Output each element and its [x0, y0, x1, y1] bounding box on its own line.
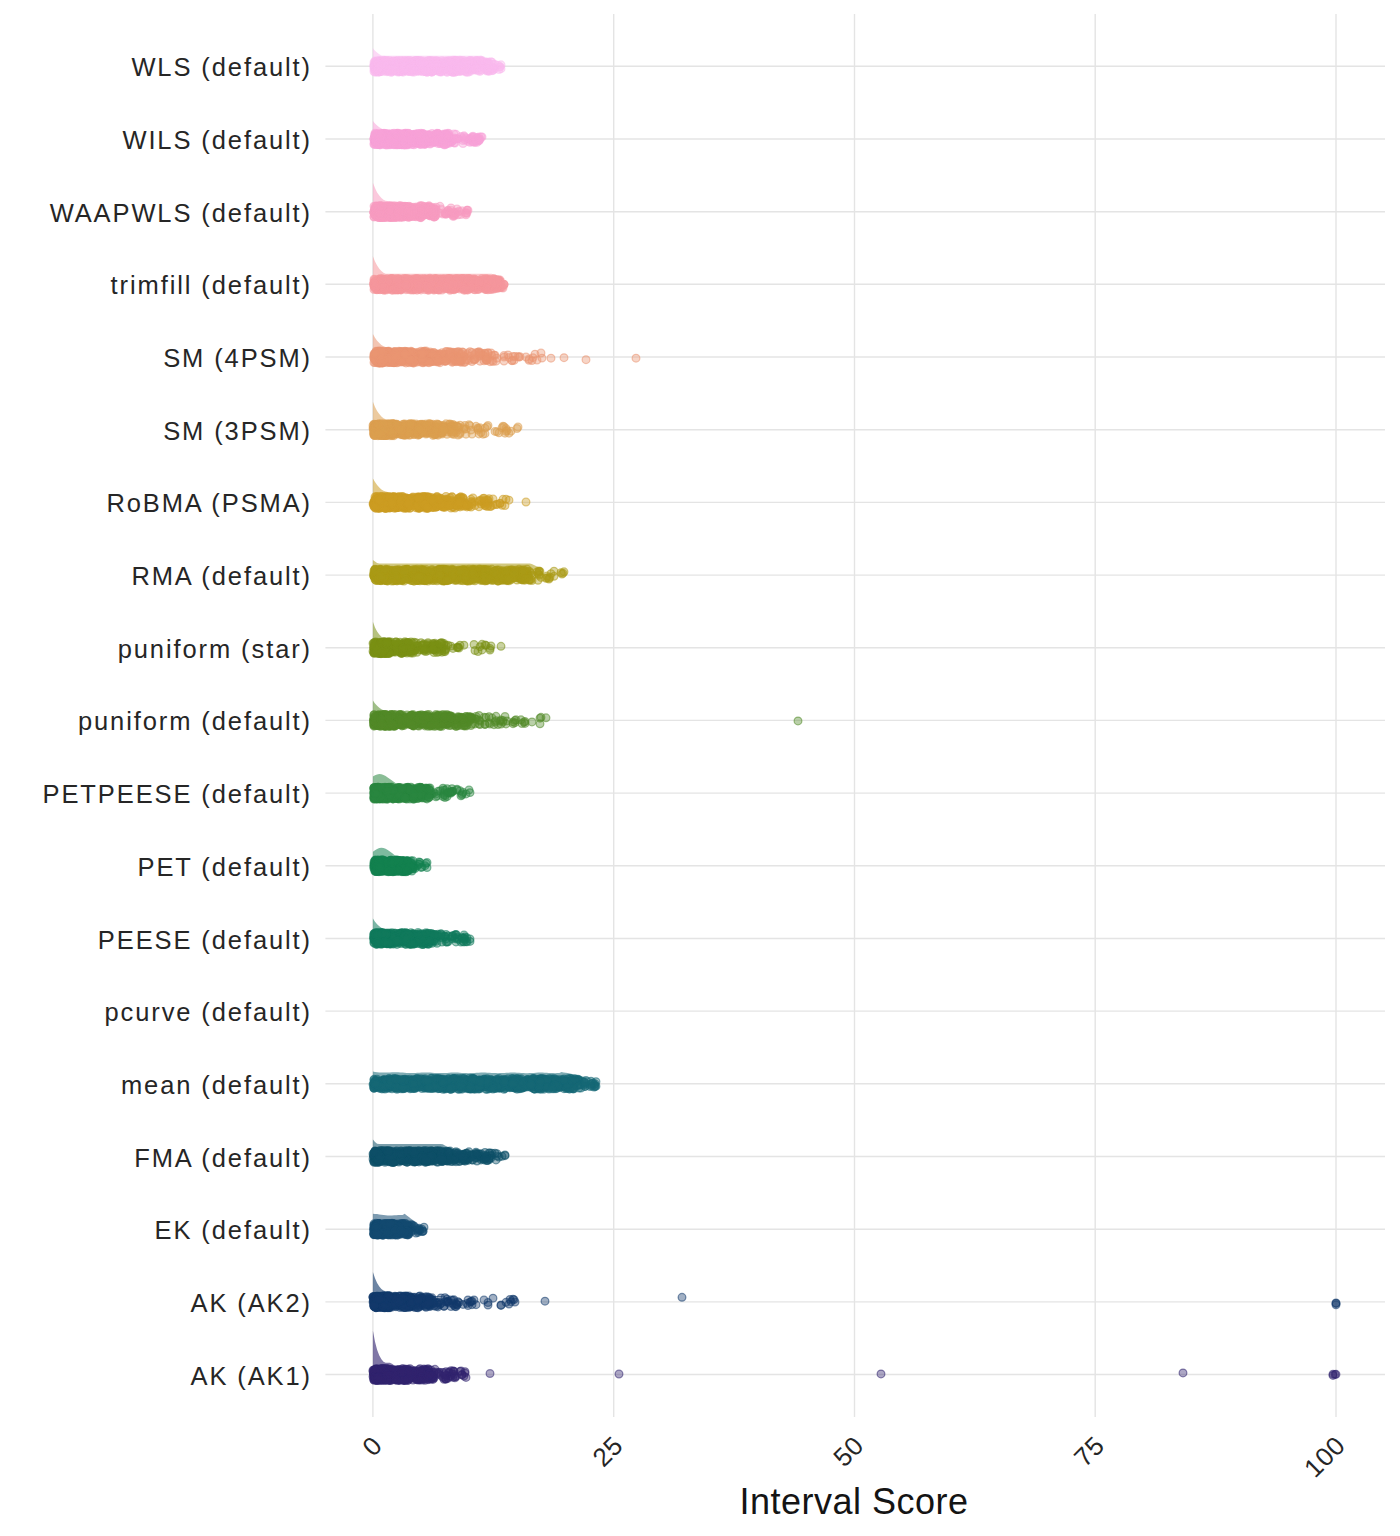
svg-text:EK (default): EK (default) [155, 1216, 312, 1244]
svg-text:PET (default): PET (default) [138, 853, 312, 881]
svg-text:puniform (default): puniform (default) [78, 707, 312, 735]
svg-text:puniform (star): puniform (star) [118, 635, 312, 663]
svg-text:WAAPWLS (default): WAAPWLS (default) [50, 199, 312, 227]
svg-text:WLS (default): WLS (default) [131, 53, 312, 81]
svg-text:RMA (default): RMA (default) [131, 562, 312, 590]
svg-text:FMA (default): FMA (default) [134, 1144, 312, 1172]
svg-text:pcurve (default): pcurve (default) [104, 998, 312, 1026]
svg-text:AK (AK2): AK (AK2) [191, 1289, 312, 1317]
svg-text:mean (default): mean (default) [121, 1071, 312, 1099]
svg-text:RoBMA (PSMA): RoBMA (PSMA) [106, 489, 312, 517]
svg-text:WILS (default): WILS (default) [122, 126, 312, 154]
svg-text:AK (AK1): AK (AK1) [191, 1362, 312, 1390]
svg-text:SM (3PSM): SM (3PSM) [163, 417, 312, 445]
svg-text:PEESE (default): PEESE (default) [98, 926, 312, 954]
svg-text:PETPEESE (default): PETPEESE (default) [43, 780, 312, 808]
svg-text:Interval Score: Interval Score [739, 1481, 968, 1522]
svg-text:SM (4PSM): SM (4PSM) [163, 344, 312, 372]
svg-text:trimfill (default): trimfill (default) [111, 271, 312, 299]
